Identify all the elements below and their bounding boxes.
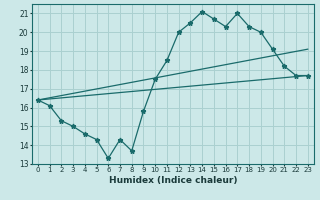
X-axis label: Humidex (Indice chaleur): Humidex (Indice chaleur)	[108, 176, 237, 185]
